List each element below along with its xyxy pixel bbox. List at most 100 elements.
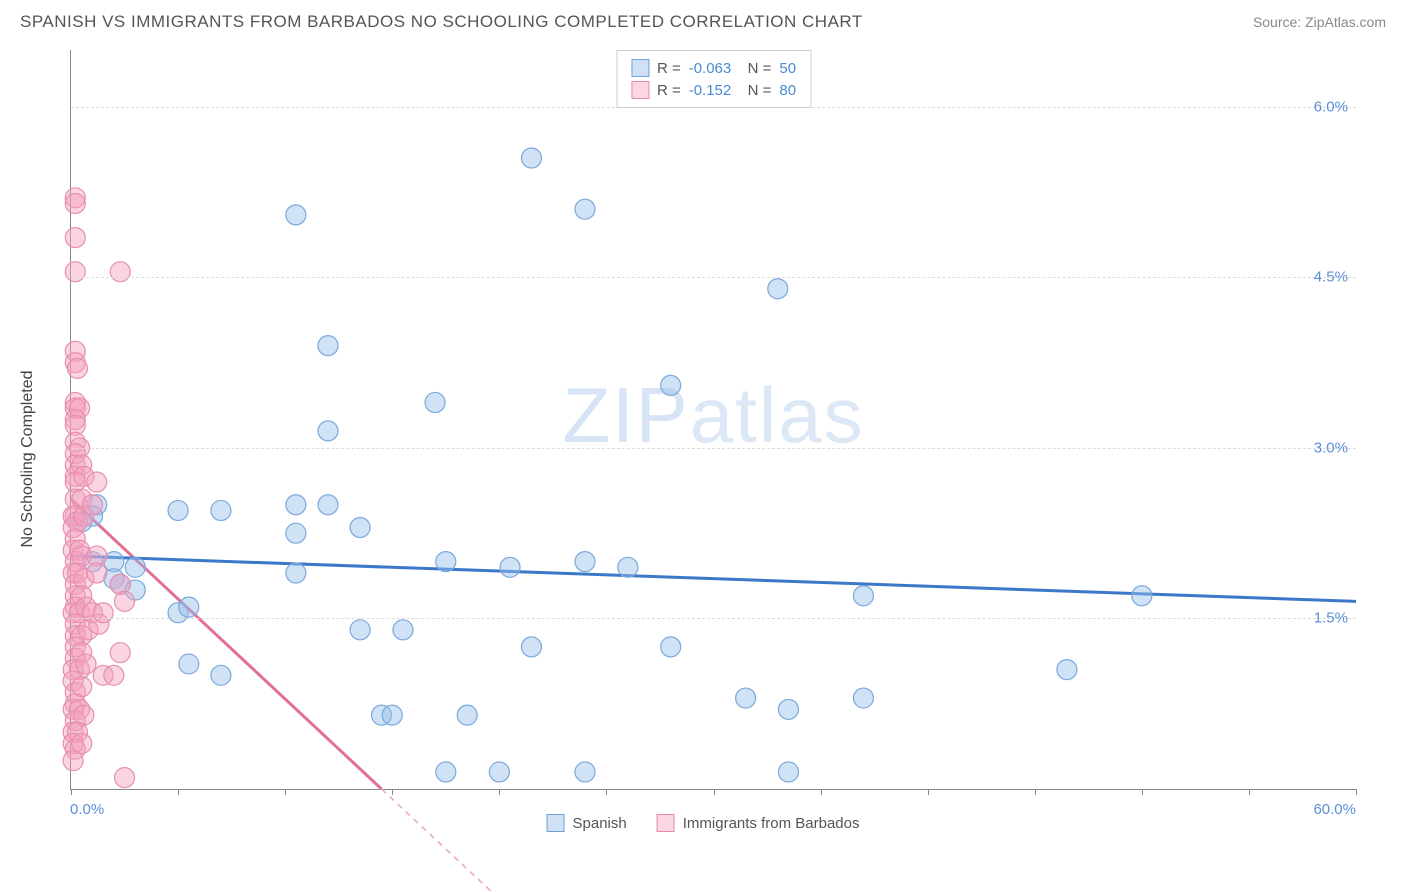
x-axis-min-label: 0.0% bbox=[70, 801, 104, 818]
data-point bbox=[115, 768, 135, 788]
grid-line bbox=[71, 618, 1356, 619]
data-point bbox=[382, 705, 402, 725]
swatch-pink-icon bbox=[631, 81, 649, 99]
series-legend: Spanish Immigrants from Barbados bbox=[547, 814, 860, 832]
data-point bbox=[211, 500, 231, 520]
y-axis-label: No Schooling Completed bbox=[19, 371, 37, 548]
chart-title: SPANISH VS IMMIGRANTS FROM BARBADOS NO S… bbox=[20, 12, 863, 32]
x-tick bbox=[71, 789, 72, 795]
x-tick bbox=[1356, 789, 1357, 795]
n-value-barbados: 80 bbox=[779, 82, 796, 99]
x-tick bbox=[499, 789, 500, 795]
trendline-spanish bbox=[71, 556, 1356, 601]
data-point bbox=[179, 654, 199, 674]
r-label: R = bbox=[657, 82, 681, 99]
data-point bbox=[768, 279, 788, 299]
legend-item-barbados: Immigrants from Barbados bbox=[657, 814, 860, 832]
correlation-row-barbados: R = -0.152 N = 80 bbox=[631, 79, 796, 101]
data-point bbox=[661, 637, 681, 657]
source-attribution: Source: ZipAtlas.com bbox=[1253, 14, 1386, 30]
data-point bbox=[76, 654, 96, 674]
data-point bbox=[286, 523, 306, 543]
legend-label-barbados: Immigrants from Barbados bbox=[683, 815, 860, 832]
data-point bbox=[350, 620, 370, 640]
x-axis-max-label: 60.0% bbox=[1313, 801, 1356, 818]
data-point bbox=[179, 597, 199, 617]
x-tick bbox=[1142, 789, 1143, 795]
data-point bbox=[575, 199, 595, 219]
data-point bbox=[436, 552, 456, 572]
data-point bbox=[853, 586, 873, 606]
swatch-blue-icon bbox=[631, 59, 649, 77]
data-point bbox=[318, 495, 338, 515]
x-tick bbox=[928, 789, 929, 795]
r-value-barbados: -0.152 bbox=[689, 82, 732, 99]
x-tick bbox=[285, 789, 286, 795]
grid-line bbox=[71, 277, 1356, 278]
data-point bbox=[286, 563, 306, 583]
data-point bbox=[500, 557, 520, 577]
data-point bbox=[457, 705, 477, 725]
data-point bbox=[318, 336, 338, 356]
data-point bbox=[575, 552, 595, 572]
data-point bbox=[168, 500, 188, 520]
grid-line bbox=[71, 448, 1356, 449]
data-point bbox=[67, 358, 87, 378]
data-point bbox=[736, 688, 756, 708]
data-point bbox=[110, 643, 130, 663]
y-tick-label: 6.0% bbox=[1314, 98, 1348, 115]
correlation-legend: R = -0.063 N = 50 R = -0.152 N = 80 bbox=[616, 50, 811, 108]
data-point bbox=[661, 375, 681, 395]
data-point bbox=[93, 603, 113, 623]
data-point bbox=[489, 762, 509, 782]
data-point bbox=[1132, 586, 1152, 606]
y-tick-label: 4.5% bbox=[1314, 269, 1348, 286]
source-label: Source: bbox=[1253, 14, 1301, 30]
data-point bbox=[778, 699, 798, 719]
n-value-spanish: 50 bbox=[779, 60, 796, 77]
n-label: N = bbox=[739, 82, 771, 99]
trendline-barbados-extrapolated bbox=[382, 789, 585, 892]
data-point bbox=[110, 262, 130, 282]
header: SPANISH VS IMMIGRANTS FROM BARBADOS NO S… bbox=[0, 0, 1406, 40]
x-tick bbox=[1249, 789, 1250, 795]
data-point bbox=[104, 665, 124, 685]
data-point bbox=[350, 518, 370, 538]
correlation-row-spanish: R = -0.063 N = 50 bbox=[631, 57, 796, 79]
data-point bbox=[436, 762, 456, 782]
y-tick-label: 1.5% bbox=[1314, 610, 1348, 627]
x-tick bbox=[821, 789, 822, 795]
data-point bbox=[87, 563, 107, 583]
source-link[interactable]: ZipAtlas.com bbox=[1305, 14, 1386, 30]
data-point bbox=[211, 665, 231, 685]
data-point bbox=[125, 557, 145, 577]
data-point bbox=[1057, 660, 1077, 680]
swatch-pink-icon bbox=[657, 814, 675, 832]
data-point bbox=[425, 392, 445, 412]
r-label: R = bbox=[657, 60, 681, 77]
data-point bbox=[87, 472, 107, 492]
legend-label-spanish: Spanish bbox=[573, 815, 627, 832]
data-point bbox=[318, 421, 338, 441]
data-point bbox=[393, 620, 413, 640]
x-tick bbox=[178, 789, 179, 795]
legend-item-spanish: Spanish bbox=[547, 814, 627, 832]
chart-container: No Schooling Completed ZIPatlas R = -0.0… bbox=[20, 40, 1386, 860]
data-point bbox=[65, 228, 85, 248]
plot-area: ZIPatlas R = -0.063 N = 50 R = -0.152 N … bbox=[70, 50, 1356, 790]
data-point bbox=[286, 495, 306, 515]
r-value-spanish: -0.063 bbox=[689, 60, 732, 77]
x-tick bbox=[392, 789, 393, 795]
y-tick-label: 3.0% bbox=[1314, 439, 1348, 456]
data-point bbox=[82, 495, 102, 515]
data-point bbox=[63, 751, 83, 771]
data-point bbox=[65, 262, 85, 282]
data-point bbox=[778, 762, 798, 782]
data-point bbox=[575, 762, 595, 782]
data-point bbox=[521, 148, 541, 168]
data-point bbox=[618, 557, 638, 577]
x-tick bbox=[606, 789, 607, 795]
plot-svg bbox=[71, 50, 1356, 789]
data-point bbox=[521, 637, 541, 657]
x-tick bbox=[714, 789, 715, 795]
